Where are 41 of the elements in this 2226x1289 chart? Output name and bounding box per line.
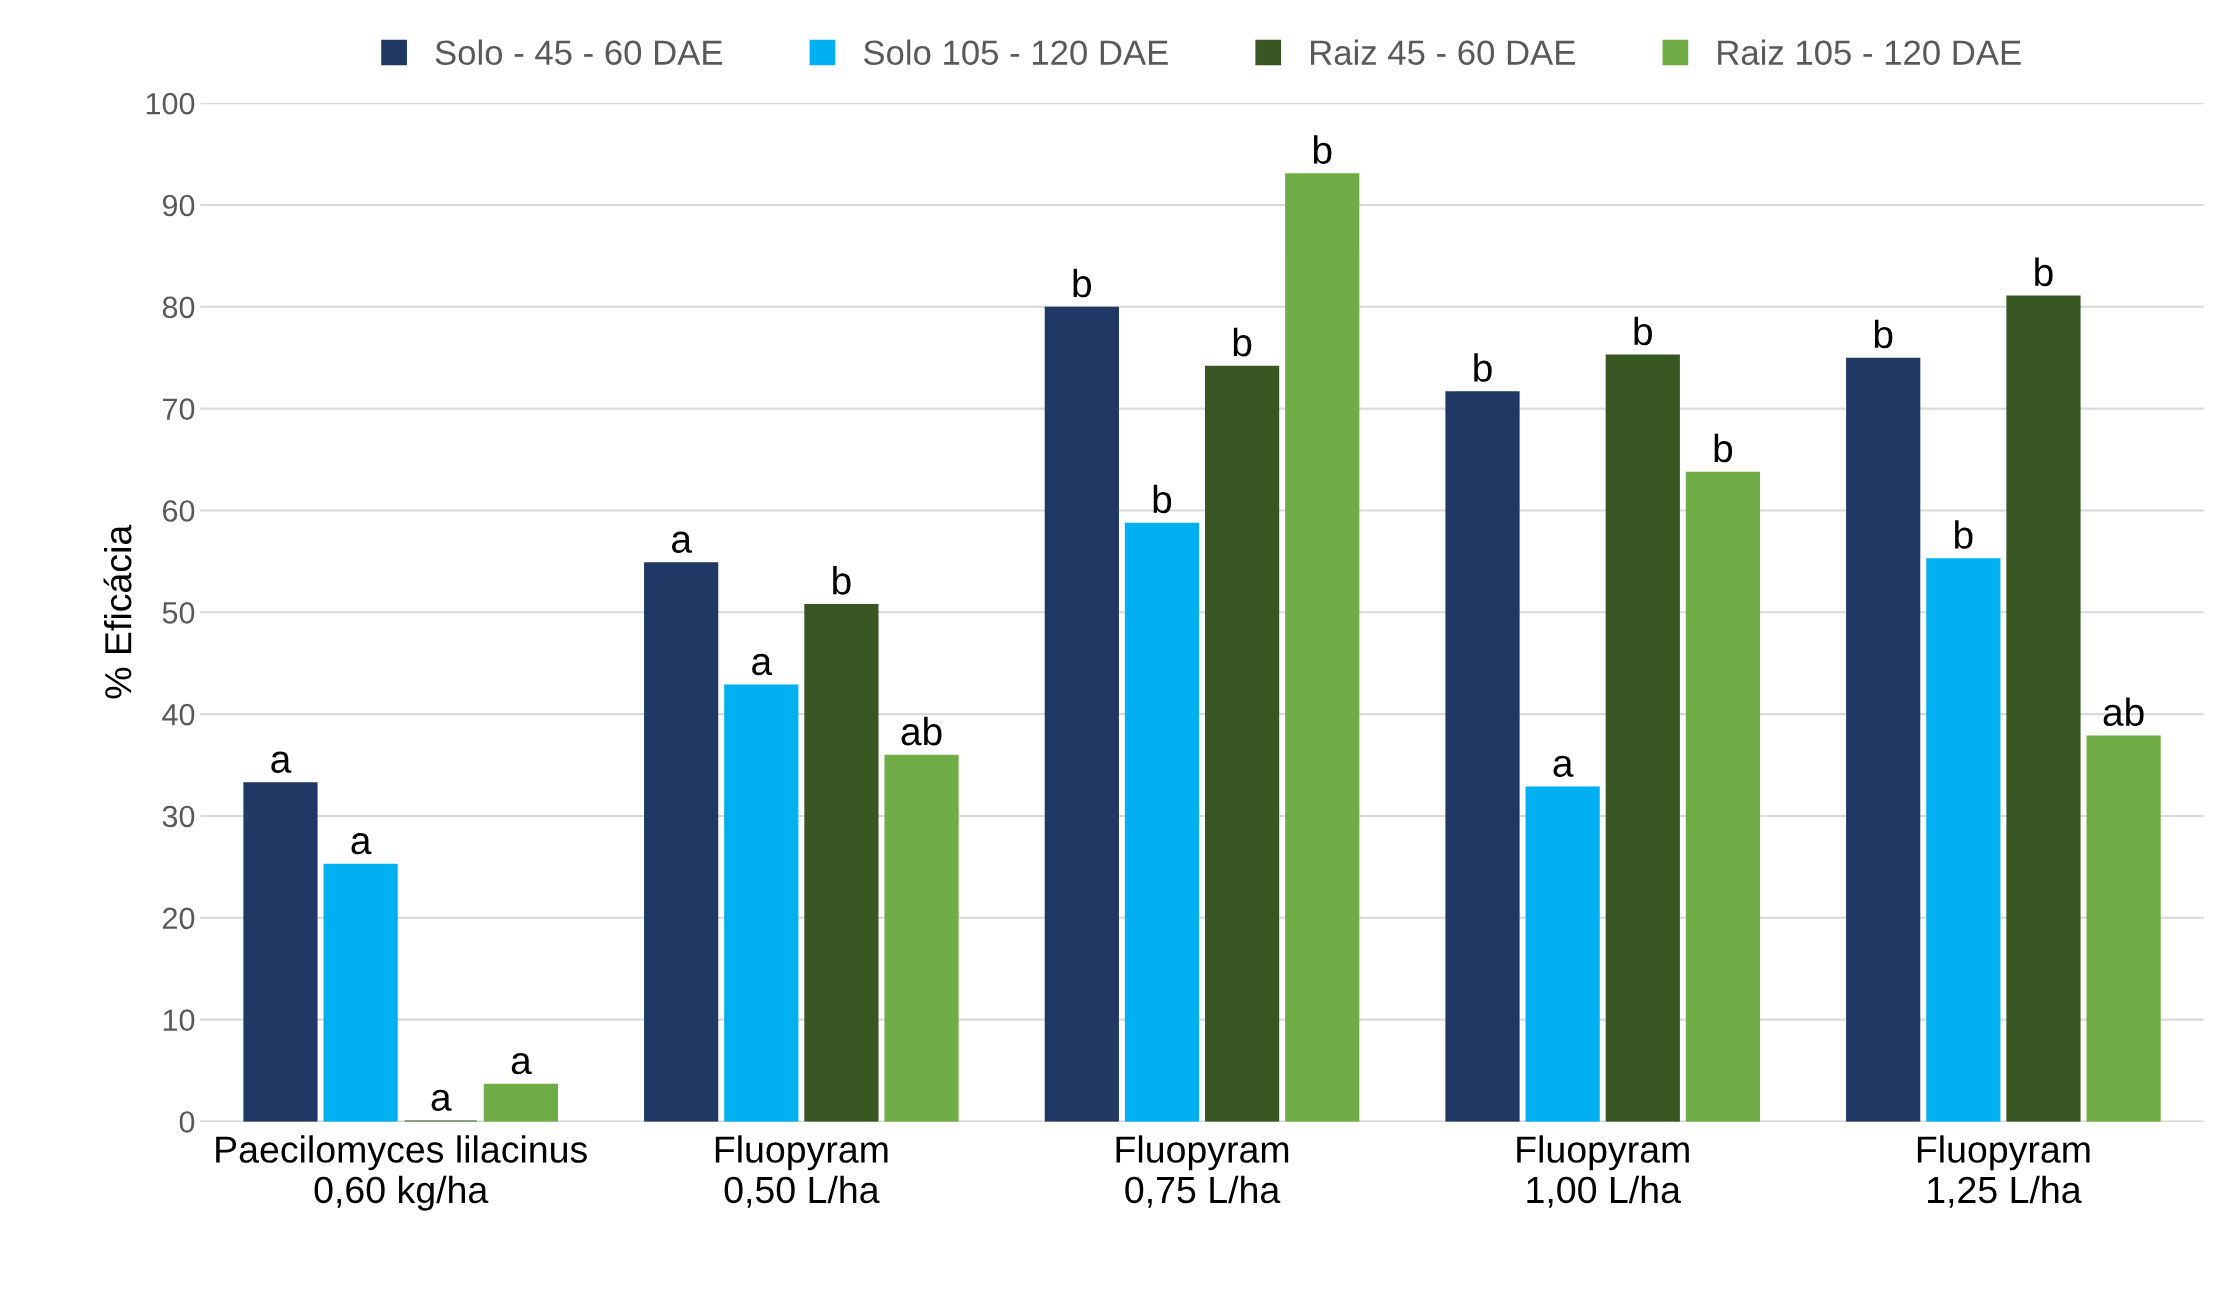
- data-label: b: [1313, 135, 1332, 164]
- data-label: b: [1474, 353, 1492, 382]
- data-label: b: [833, 566, 851, 595]
- data-label: b: [1874, 319, 1893, 349]
- x-tick-label: Fluopyram 1,00 L/ha: [1517, 1135, 1689, 1208]
- data-label: ab: [901, 716, 942, 746]
- y-tick-label: 100: [146, 92, 195, 115]
- data-label: b: [1153, 484, 1172, 514]
- y-tick-label: 50: [162, 602, 195, 624]
- data-label: a: [672, 531, 692, 553]
- data-label: a: [752, 653, 773, 676]
- y-tick-label: 70: [163, 398, 195, 420]
- data-label: a: [1553, 755, 1574, 777]
- y-tick-label: 20: [163, 907, 195, 930]
- data-label: b: [1955, 520, 1973, 549]
- x-tick-label: Fluopyram 0,50 L/ha: [715, 1135, 888, 1208]
- y-tick-label: 10: [163, 1009, 195, 1031]
- y-tick-label: 30: [162, 805, 195, 828]
- data-label: b: [1073, 268, 1092, 298]
- legend-label: Solo - 45 - 60 DAE: [435, 39, 723, 66]
- x-tick-label: Paecilomyces lilacinus 0,60 kg/ha: [216, 1135, 587, 1211]
- data-label: b: [1634, 316, 1652, 346]
- data-label: b: [2035, 257, 2053, 287]
- x-tick-label: Fluopyram 1,25 L/ha: [1917, 1135, 2090, 1208]
- x-tick-label: Fluopyram 0,75 L/ha: [1116, 1135, 1289, 1208]
- data-label: a: [271, 751, 292, 773]
- data-label: b: [1233, 327, 1252, 357]
- y-tick-label: 40: [162, 703, 195, 726]
- legend-label: Solo 105 - 120 DAE: [863, 39, 1168, 66]
- y-tick-label: 60: [163, 500, 195, 522]
- legend-label: Raiz 45 - 60 DAE: [1311, 39, 1575, 66]
- data-label: ab: [2103, 697, 2144, 727]
- y-tick-label: 90: [162, 194, 195, 217]
- data-label: b: [1714, 433, 1733, 463]
- data-label: a: [431, 1089, 452, 1111]
- data-label: a: [511, 1053, 532, 1075]
- y-tick-label: 80: [162, 296, 195, 319]
- y-tick-label: 0: [179, 1111, 195, 1133]
- data-label: a: [351, 833, 372, 855]
- y-axis-title: % Eficácia: [103, 524, 132, 699]
- legend-label: Raiz 105 - 120 DAE: [1718, 39, 2021, 66]
